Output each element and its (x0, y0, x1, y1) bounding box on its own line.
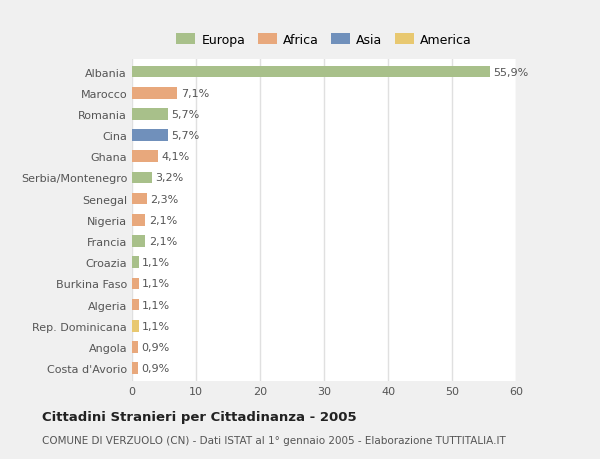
Text: 55,9%: 55,9% (493, 67, 528, 78)
Bar (132, 130, 169, 141)
Text: 2,3%: 2,3% (150, 194, 178, 204)
Bar (132, 151, 158, 163)
Bar (132, 214, 145, 226)
Bar (132, 278, 139, 290)
Bar (132, 320, 139, 332)
Text: 0,9%: 0,9% (141, 363, 169, 373)
Text: COMUNE DI VERZUOLO (CN) - Dati ISTAT al 1° gennaio 2005 - Elaborazione TUTTITALI: COMUNE DI VERZUOLO (CN) - Dati ISTAT al … (42, 435, 506, 445)
Text: 1,1%: 1,1% (142, 321, 170, 331)
Bar (132, 109, 169, 120)
Bar (132, 257, 139, 269)
Bar (132, 67, 490, 78)
Bar (132, 235, 145, 247)
Text: 1,1%: 1,1% (142, 300, 170, 310)
Text: 5,7%: 5,7% (172, 131, 200, 141)
Text: 7,1%: 7,1% (181, 89, 209, 99)
Text: 5,7%: 5,7% (172, 110, 200, 120)
Bar (132, 193, 147, 205)
Text: 4,1%: 4,1% (161, 152, 190, 162)
Text: 2,1%: 2,1% (149, 215, 177, 225)
Bar (132, 363, 138, 374)
Bar (132, 299, 139, 311)
Bar (132, 88, 178, 99)
Text: 2,1%: 2,1% (149, 236, 177, 246)
Text: 1,1%: 1,1% (142, 279, 170, 289)
Text: 0,9%: 0,9% (141, 342, 169, 352)
Legend: Europa, Africa, Asia, America: Europa, Africa, Asia, America (176, 34, 472, 47)
Text: Cittadini Stranieri per Cittadinanza - 2005: Cittadini Stranieri per Cittadinanza - 2… (42, 410, 356, 423)
Text: 3,2%: 3,2% (155, 173, 184, 183)
Text: 1,1%: 1,1% (142, 257, 170, 268)
Bar (132, 341, 138, 353)
Bar (132, 172, 152, 184)
